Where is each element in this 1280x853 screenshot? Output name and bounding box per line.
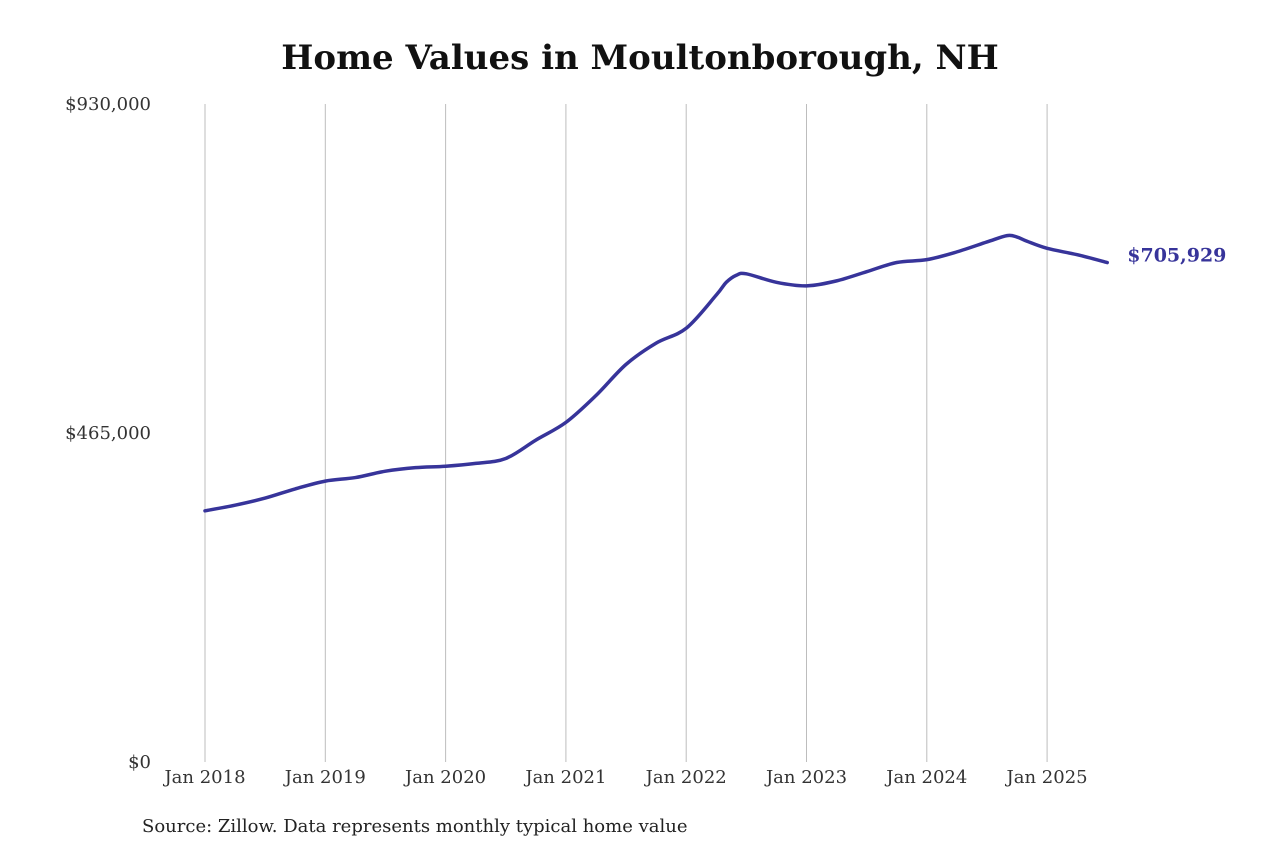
- series-layer: [203, 233, 1109, 513]
- y-axis-ticks: $0 $465,000 $930,000: [65, 94, 151, 773]
- chart-source-note: Source: Zillow. Data represents monthly …: [142, 816, 688, 837]
- x-tick-label: Jan 2024: [884, 767, 967, 788]
- home-value-line: [203, 233, 1109, 513]
- x-tick-label: Jan 2021: [523, 767, 606, 788]
- x-tick-label: Jan 2025: [1005, 767, 1088, 788]
- end-label-layer: $705,929: [1127, 245, 1226, 267]
- y-tick-label: $0: [128, 752, 151, 773]
- x-axis-ticks: Jan 2018 Jan 2019 Jan 2020 Jan 2021 Jan 2022…: [162, 767, 1087, 788]
- last-value-label: $705,929: [1127, 245, 1226, 267]
- x-tick-label: Jan 2019: [283, 767, 366, 788]
- x-tick-label: Jan 2022: [644, 767, 727, 788]
- x-tick-label: Jan 2023: [764, 767, 847, 788]
- x-tick-label: Jan 2018: [162, 767, 245, 788]
- y-tick-label: $930,000: [65, 94, 151, 115]
- chart-title: Home Values in Moultonborough, NH: [281, 38, 999, 78]
- grid-layer: [204, 104, 1048, 762]
- x-tick-label: Jan 2020: [403, 767, 486, 788]
- y-tick-label: $465,000: [65, 423, 151, 444]
